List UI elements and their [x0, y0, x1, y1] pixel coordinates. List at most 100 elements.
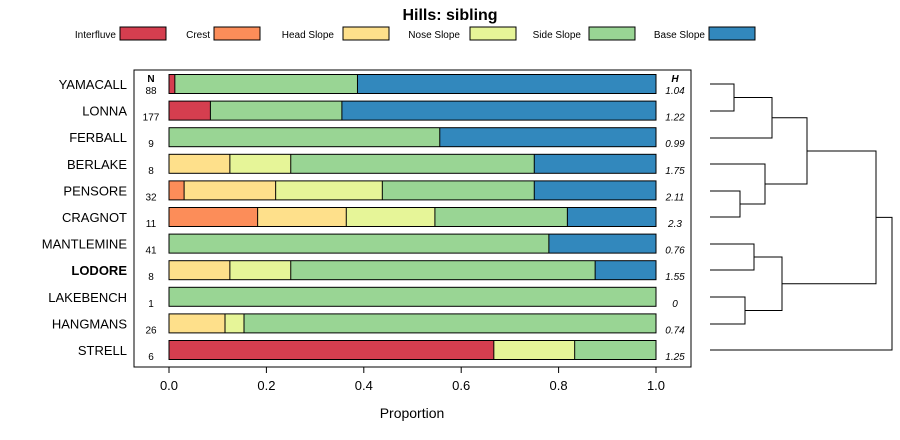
bar-segment	[257, 207, 347, 227]
plot-frame	[133, 69, 692, 368]
bar-segment	[229, 154, 291, 174]
n-value: 177	[143, 113, 160, 124]
bar-outline	[168, 153, 657, 174]
h-value: 1.25	[665, 352, 685, 363]
bar-segment	[243, 313, 657, 333]
dendrogram-link	[745, 256, 783, 311]
row-label: FERBALL	[69, 130, 127, 145]
x-tick-label: 0.0	[160, 378, 178, 393]
n-value: 41	[145, 246, 157, 257]
bar-segment	[439, 127, 656, 147]
bar-segment	[275, 180, 383, 200]
row-label: YAMACALL	[59, 77, 127, 92]
bar-row: PENSORE 32 2.11	[63, 180, 684, 203]
bar-segment	[169, 127, 440, 147]
bar-segment	[534, 154, 656, 174]
chart-title: Hills: sibling	[402, 7, 497, 24]
row-label: LONNA	[82, 104, 127, 119]
n-value: 6	[148, 352, 154, 363]
n-value: 8	[148, 272, 154, 283]
dendrogram-link	[710, 83, 735, 112]
dendrogram	[710, 83, 893, 351]
bar-segment	[229, 260, 291, 280]
bar-row: HANGMANS 26 0.74	[52, 313, 685, 336]
x-tick-label: 0.4	[355, 378, 373, 393]
bar-segment	[434, 207, 568, 227]
legend-label: Interfluve	[75, 30, 117, 41]
bar-segment	[169, 260, 230, 280]
bar-row: LAKEBENCH 1 0	[48, 286, 678, 310]
bar-outline	[168, 313, 657, 334]
bar-outline	[168, 74, 657, 94]
bar-row: YAMACALL 88 1.04	[59, 74, 685, 97]
bar-outline	[168, 233, 657, 254]
x-tick-label: 0.2	[257, 378, 275, 393]
dendrogram-link	[710, 163, 766, 205]
h-value: 1.22	[665, 113, 685, 124]
x-axis-label: Proportion	[380, 405, 445, 421]
bar-segment	[184, 180, 276, 200]
dendrogram-link	[782, 150, 877, 285]
bar-segment	[567, 207, 656, 227]
bar-outline	[168, 260, 657, 281]
bar-segment	[169, 207, 258, 227]
n-value: 1	[148, 299, 154, 310]
bar-outline	[168, 340, 657, 360]
h-value: 1.04	[665, 86, 685, 97]
legend: Interfluve Crest Head Slope Nose Slope Side …	[75, 26, 756, 41]
bar-row: BERLAKE 8 1.75	[67, 153, 685, 177]
bar-row: LODORE 8 1.55	[71, 260, 685, 283]
legend-label: Nose Slope	[408, 30, 460, 41]
legend-swatch	[213, 26, 261, 41]
row-label: STRELL	[78, 343, 127, 358]
h-value: 0.74	[665, 325, 685, 336]
bar-segment	[225, 313, 244, 333]
row-label: MANTLEMINE	[42, 237, 128, 252]
n-value: 11	[146, 219, 157, 230]
bar-row: LONNA 177 1.22	[82, 100, 685, 124]
n-column-header: N	[147, 74, 154, 85]
bar-segment	[169, 101, 211, 121]
legend-label: Base Slope	[654, 30, 706, 41]
bar-segment	[548, 234, 656, 254]
x-tick-label: 1.0	[647, 378, 665, 393]
n-value: 9	[148, 139, 154, 150]
legend-swatch	[469, 26, 517, 41]
row-label: PENSORE	[63, 183, 127, 198]
n-value: 8	[148, 166, 154, 177]
bar-segment	[382, 180, 535, 200]
bar-segment	[290, 154, 535, 174]
h-value: 0.99	[665, 139, 685, 150]
bar-segment	[346, 207, 435, 227]
n-value: 88	[145, 86, 157, 97]
legend-swatch	[119, 26, 167, 41]
bar-segment	[210, 101, 342, 121]
n-value: 26	[145, 325, 157, 336]
n-value: 32	[145, 192, 157, 203]
bar-segment	[493, 340, 575, 360]
bar-outline	[168, 207, 657, 227]
bar-segment	[174, 74, 358, 94]
row-label: LODORE	[71, 263, 127, 278]
bar-segment	[574, 340, 656, 360]
dendrogram-link	[710, 216, 893, 351]
bar-segment	[595, 260, 656, 280]
h-value: 2.3	[667, 219, 682, 230]
bar-segment	[534, 180, 656, 200]
x-tick-label: 0.8	[550, 378, 568, 393]
row-label: BERLAKE	[67, 157, 127, 172]
row-label: HANGMANS	[52, 316, 127, 331]
legend-swatch	[708, 26, 756, 41]
bar-segment	[169, 340, 494, 360]
legend-label: Crest	[186, 30, 210, 41]
h-value: 0	[672, 299, 678, 310]
h-value: 1.55	[665, 272, 685, 283]
h-value: 0.76	[665, 246, 685, 257]
bar-segment	[341, 101, 656, 121]
bar-row: FERBALL 9 0.99	[69, 127, 685, 150]
bar-segment	[169, 180, 185, 200]
bar-segment	[290, 260, 596, 280]
legend-label: Side Slope	[533, 30, 582, 41]
